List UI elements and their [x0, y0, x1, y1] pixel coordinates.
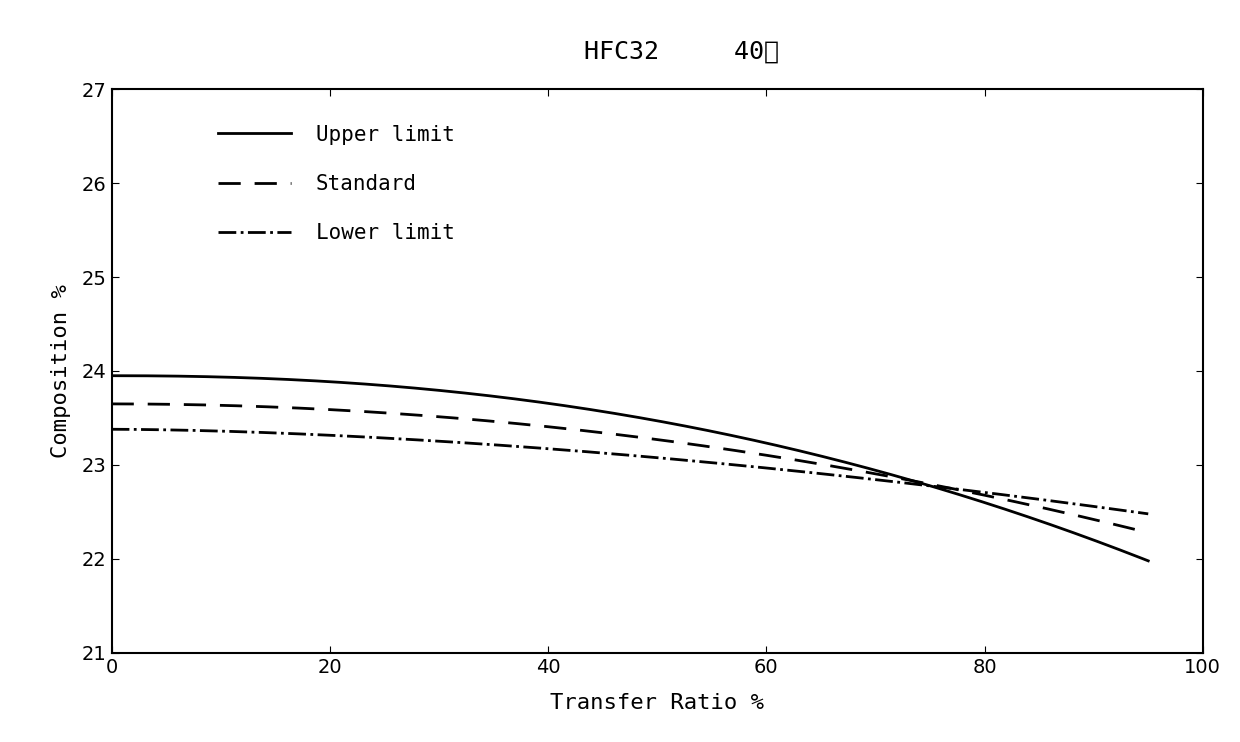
Lower limit [665, 455, 680, 464]
Text: HFC32     40℃: HFC32 40℃ [584, 40, 780, 64]
Lower limit [1116, 506, 1131, 515]
Y-axis label: Composition %: Composition % [51, 284, 71, 458]
Lower limit [104, 425, 119, 434]
Upper limit [954, 490, 968, 499]
Line: Standard: Standard [112, 404, 1148, 533]
Upper limit [596, 407, 611, 416]
Upper limit [1141, 556, 1156, 565]
Line: Lower limit: Lower limit [112, 430, 1148, 514]
Lower limit [954, 485, 968, 494]
Lower limit [603, 449, 618, 458]
Line: Upper limit: Upper limit [112, 375, 1148, 561]
Upper limit [104, 371, 119, 380]
Upper limit [665, 419, 680, 428]
Standard [722, 445, 737, 454]
Standard [954, 486, 968, 495]
Legend: Upper limit, Standard, Lower limit: Upper limit, Standard, Lower limit [210, 116, 463, 252]
Standard [665, 437, 680, 446]
Standard [603, 429, 618, 438]
Standard [1116, 522, 1131, 531]
Upper limit [722, 430, 737, 439]
Upper limit [1116, 547, 1131, 556]
Lower limit [722, 460, 737, 469]
Standard [596, 428, 611, 437]
Lower limit [596, 449, 611, 458]
Standard [104, 399, 119, 408]
Standard [1141, 528, 1156, 537]
Lower limit [1141, 510, 1156, 519]
Upper limit [603, 408, 618, 417]
X-axis label: Transfer Ratio %: Transfer Ratio % [551, 694, 764, 714]
